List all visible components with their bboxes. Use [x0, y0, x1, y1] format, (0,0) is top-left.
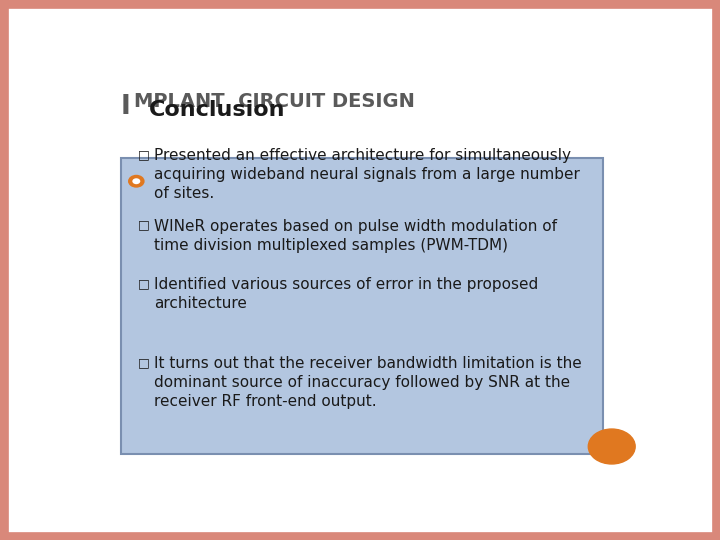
Circle shape [588, 429, 635, 464]
Text: WINeR operates based on pulse width modulation of
time division multiplexed samp: WINeR operates based on pulse width modu… [154, 219, 557, 253]
Text: I: I [121, 94, 130, 120]
Circle shape [132, 178, 140, 184]
Text: Identified various sources of error in the proposed
architecture: Identified various sources of error in t… [154, 277, 539, 311]
Text: □: □ [138, 219, 149, 232]
Text: □: □ [138, 148, 149, 161]
Text: Presented an effective architecture for simultaneously
acquiring wideband neural: Presented an effective architecture for … [154, 148, 580, 201]
Circle shape [129, 176, 143, 187]
Text: It turns out that the receiver bandwidth limitation is the
dominant source of in: It turns out that the receiver bandwidth… [154, 356, 582, 409]
Text: □: □ [138, 277, 149, 290]
Text: □: □ [138, 356, 149, 369]
FancyBboxPatch shape [121, 158, 603, 454]
Text: MPLANT  CIRCUIT DESIGN: MPLANT CIRCUIT DESIGN [133, 92, 415, 111]
Text: Conclusion: Conclusion [148, 100, 285, 120]
